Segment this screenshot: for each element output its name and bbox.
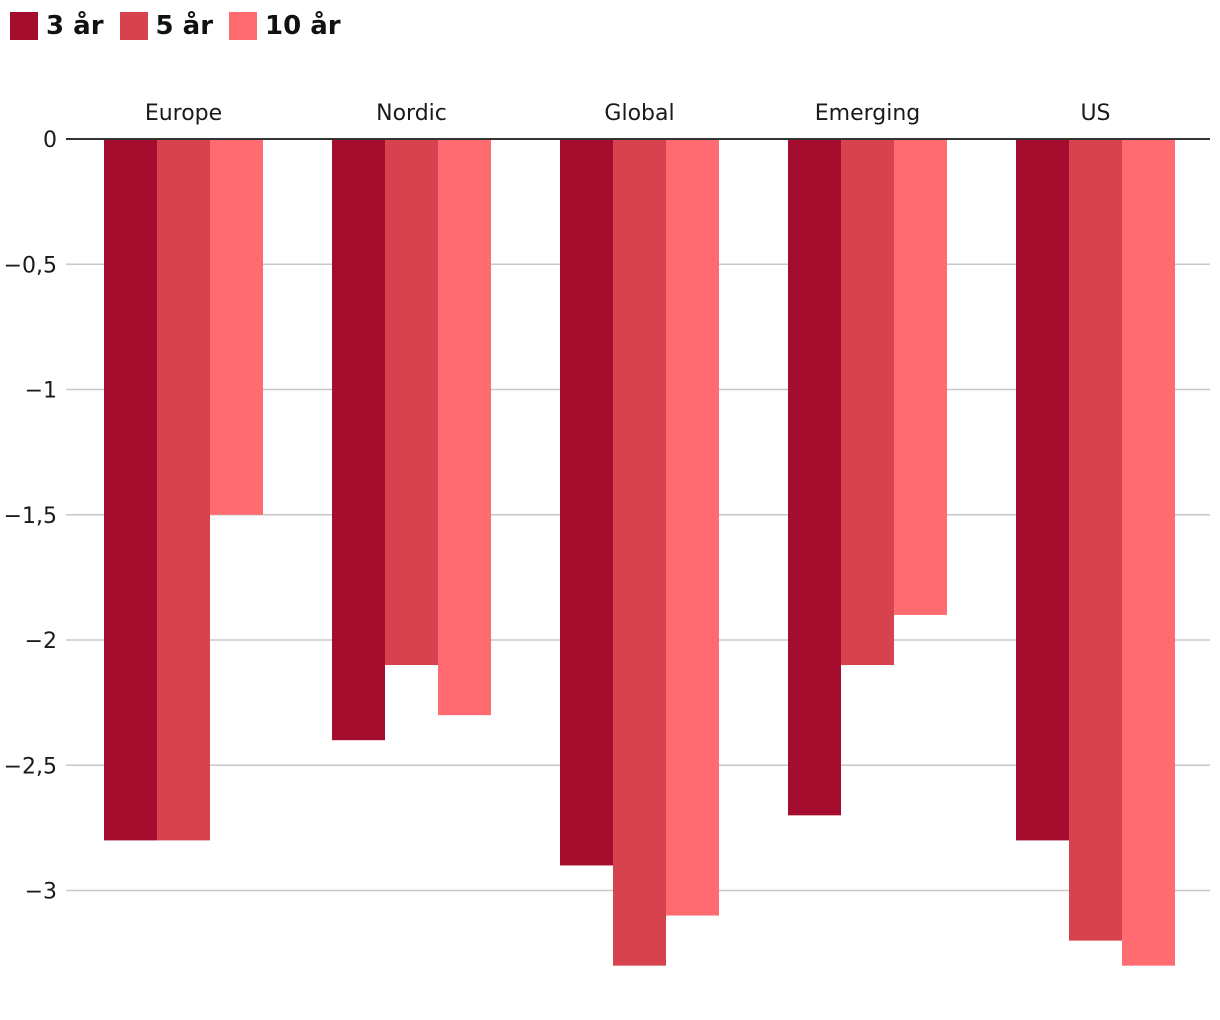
legend: 3 år 5 år 10 år xyxy=(10,12,341,40)
category-label-nordic: Nordic xyxy=(376,101,447,126)
bar-global-3-ar xyxy=(560,139,613,866)
bar-us-5-ar xyxy=(1069,139,1122,941)
legend-swatch-10-ar xyxy=(229,12,258,40)
bar-nordic-10-ar xyxy=(438,139,491,716)
bar-europe-5-ar xyxy=(157,139,210,841)
legend-label-5-ar: 5 år xyxy=(155,11,214,41)
bar-europe-10-ar xyxy=(210,139,263,515)
bar-us-10-ar xyxy=(1122,139,1175,966)
bar-nordic-5-ar xyxy=(385,139,438,666)
bar-nordic-3-ar xyxy=(332,139,385,741)
y-axis-ticks: 0 −0,5 −1 −1,5 −2 −2,5 −3 xyxy=(4,128,57,905)
category-label-global: Global xyxy=(604,101,674,126)
bars-layer xyxy=(104,139,1175,966)
legend-item-10-ar: 10 år xyxy=(229,12,341,40)
y-tick-label: −2 xyxy=(25,629,57,654)
category-labels: Europe Nordic Global Emerging US xyxy=(145,101,1111,126)
category-label-emerging: Emerging xyxy=(815,101,921,126)
bar-emerging-10-ar xyxy=(894,139,947,615)
bar-global-5-ar xyxy=(613,139,666,966)
bar-us-3-ar xyxy=(1016,139,1069,841)
category-label-europe: Europe xyxy=(145,101,222,126)
legend-item-5-ar: 5 år xyxy=(119,11,214,41)
y-tick-label: −0,5 xyxy=(4,253,57,278)
legend-label-10-ar: 10 år xyxy=(265,11,341,41)
y-tick-label: −3 xyxy=(25,880,57,905)
category-label-us: US xyxy=(1080,101,1110,126)
bar-global-10-ar xyxy=(666,139,719,916)
y-tick-label: −1 xyxy=(25,379,57,404)
y-tick-label: 0 xyxy=(43,128,57,153)
legend-item-3-ar: 3 år xyxy=(10,12,104,40)
legend-label-3-ar: 3 år xyxy=(46,11,104,41)
y-tick-label: −1,5 xyxy=(4,504,57,529)
bar-emerging-5-ar xyxy=(841,139,894,666)
legend-swatch-5-ar xyxy=(119,12,148,40)
bar-europe-3-ar xyxy=(104,139,157,841)
bar-emerging-3-ar xyxy=(788,139,841,816)
y-tick-label: −2,5 xyxy=(4,754,57,779)
legend-swatch-3-ar xyxy=(10,12,38,40)
